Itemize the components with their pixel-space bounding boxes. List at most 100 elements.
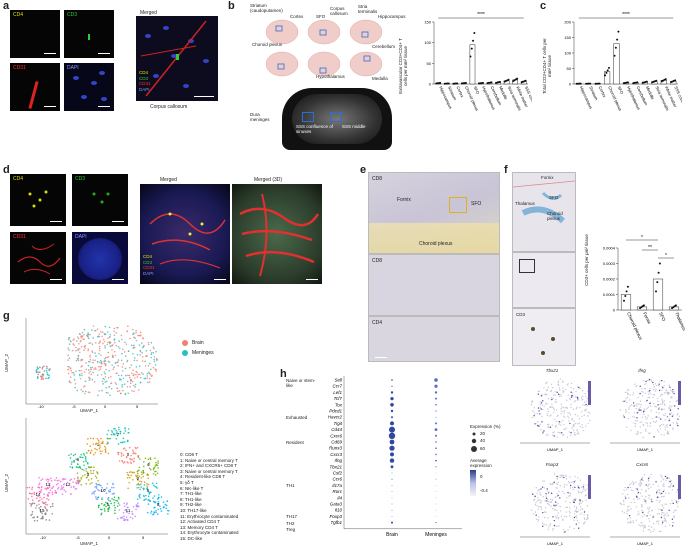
feature-point	[628, 389, 630, 391]
feature-point	[670, 479, 673, 482]
panel-e-cd8-zoom: CD8	[368, 254, 500, 316]
feature-point	[578, 502, 581, 505]
umap-point	[101, 335, 103, 338]
feature-point	[546, 413, 548, 415]
umap-point	[99, 450, 101, 453]
feature-point	[572, 396, 574, 398]
brain-dot	[391, 516, 393, 517]
feature-colorbar	[678, 475, 681, 499]
umap-point	[38, 490, 41, 493]
x-tick-label: Medulla	[498, 85, 509, 101]
feature-point	[546, 498, 549, 500]
umap-point	[113, 501, 116, 504]
umap-point	[106, 356, 109, 359]
feature-point	[638, 513, 640, 515]
feature-point	[666, 477, 668, 479]
umap-point	[92, 337, 95, 339]
umap-point	[88, 379, 91, 381]
umap-point	[154, 474, 157, 476]
umap-point	[79, 373, 81, 376]
cluster-legend-item: 14: Erythrocyte contaminated	[180, 530, 239, 536]
feature-point	[558, 422, 561, 424]
feature-point	[623, 500, 625, 503]
feature-point	[653, 386, 655, 388]
umap-point	[128, 512, 130, 515]
feature-point	[551, 424, 554, 426]
feature-point	[556, 509, 558, 512]
feature-point	[537, 499, 540, 501]
umap-point	[137, 373, 140, 376]
umap-point	[133, 471, 135, 474]
feature-point	[551, 406, 554, 408]
feature-point	[645, 400, 648, 403]
umap-point	[151, 482, 154, 485]
feature-point	[546, 402, 548, 405]
feature-point	[570, 396, 573, 398]
feature-colorbar	[588, 475, 591, 499]
umap-point	[103, 360, 106, 362]
umap-point	[71, 349, 74, 352]
umap-point	[155, 486, 158, 488]
feature-point	[634, 383, 636, 385]
umap-point	[109, 437, 112, 440]
umap-point	[44, 513, 46, 515]
feature-point	[545, 495, 547, 497]
feature-point	[647, 507, 649, 509]
umap-point	[100, 484, 102, 487]
data-point	[645, 80, 648, 83]
label-hypothalamus: Hypothalamus	[316, 74, 345, 79]
cd4-zoom-label: CD4	[372, 320, 383, 326]
umap-point	[46, 508, 48, 511]
feature-point	[586, 505, 589, 507]
umap-point	[46, 373, 49, 376]
feature-point	[652, 383, 655, 386]
umap-point	[67, 372, 70, 375]
umap-point	[140, 471, 143, 473]
dura-meninges-image: SSS confluence of sinuses SSS middle	[282, 88, 392, 150]
gene-label: Ifng	[334, 458, 342, 463]
umap-point	[109, 489, 111, 491]
gene-label: Sell	[334, 378, 343, 383]
feature-point	[551, 483, 553, 486]
feature-point	[581, 507, 583, 510]
feature-point	[663, 434, 665, 436]
cluster-number: 10	[100, 488, 106, 493]
feature-point	[676, 491, 678, 493]
brain-dot	[391, 416, 393, 419]
feature-point	[552, 482, 554, 485]
umap-point	[111, 431, 114, 433]
data-point	[656, 281, 659, 284]
label-dura-meninges: Dura meninges	[250, 112, 270, 122]
feature-point	[661, 477, 663, 479]
panel-e-label: e	[360, 164, 367, 176]
feature-point	[669, 405, 671, 407]
feature-point	[677, 506, 679, 508]
umap-point	[84, 347, 86, 349]
feature-point	[556, 487, 558, 489]
feature-point	[660, 409, 662, 411]
feature-point	[677, 500, 679, 503]
umap-point	[133, 457, 135, 460]
feature-point	[640, 509, 643, 511]
feature-point	[663, 424, 665, 426]
umap-point	[135, 339, 138, 342]
umap-point	[84, 380, 87, 383]
umap-point	[142, 337, 144, 340]
feature-point	[642, 391, 644, 393]
data-point	[498, 80, 501, 83]
umap-point	[113, 339, 116, 341]
feature-point	[555, 409, 558, 411]
feature-point	[668, 392, 671, 395]
fornix-label: Fornix	[541, 175, 554, 180]
feature-point	[554, 508, 556, 511]
y-tick-label: 50	[567, 66, 572, 71]
umap-point	[101, 498, 103, 501]
feature-point	[676, 399, 679, 402]
feature-point	[627, 486, 629, 489]
umap-point	[108, 499, 110, 502]
umap-point	[118, 347, 121, 350]
feature-point	[668, 477, 671, 479]
umap-point	[40, 375, 42, 378]
umap-point	[146, 377, 149, 380]
